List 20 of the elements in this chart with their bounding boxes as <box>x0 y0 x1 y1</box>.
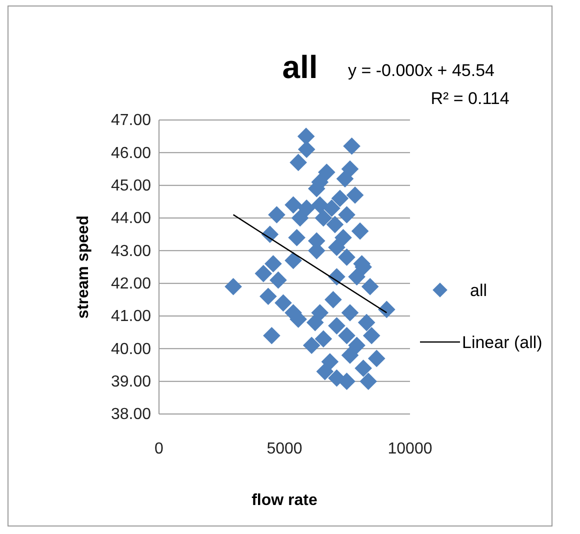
y-tick-label: 47.00 <box>110 112 152 130</box>
x-tick-label: 10000 <box>388 440 432 458</box>
y-tick-label: 40.00 <box>110 340 152 358</box>
y-tick-label: 45.00 <box>110 177 152 194</box>
y-axis-title: stream speed <box>75 215 92 319</box>
text: R² = 0.114 <box>430 89 510 108</box>
y-tick-label: 43.00 <box>110 242 152 260</box>
text: y = -0.000x + 45.54 <box>348 61 494 80</box>
y-tick-label: 44.00 <box>110 210 152 228</box>
y-tick-label: 46.00 <box>110 144 152 162</box>
legend-label: Linear (all) <box>462 333 542 352</box>
y-tick-label: 38.00 <box>110 406 152 424</box>
x-tick-label: 0 <box>154 440 164 458</box>
chart-title: all <box>282 49 318 85</box>
y-tick-label: 41.00 <box>110 308 152 326</box>
x-tick-label: 5000 <box>266 440 302 458</box>
legend-label: all <box>470 281 488 300</box>
x-axis-title: flow rate <box>252 492 318 509</box>
y-tick-label: 39.00 <box>110 373 152 390</box>
y-tick-label: 42.00 <box>110 275 152 292</box>
